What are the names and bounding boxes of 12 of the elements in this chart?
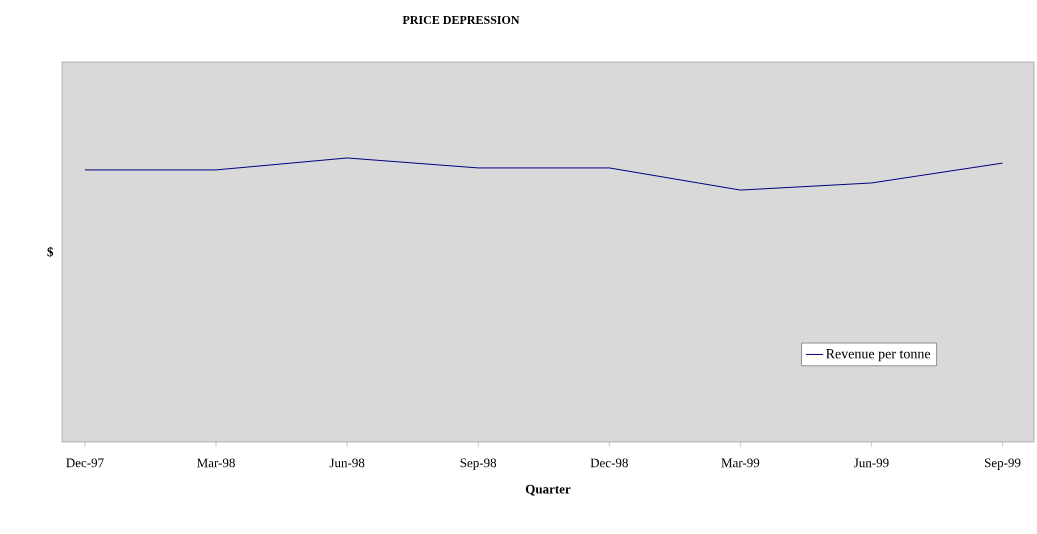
legend-label: Revenue per tonne — [826, 349, 931, 362]
x-tick-label: Mar-98 — [197, 458, 235, 468]
y-axis-title: $ — [47, 246, 54, 258]
x-axis-title: Quarter — [525, 484, 571, 496]
x-tick-label: Jun-99 — [854, 458, 889, 468]
x-tick-label: Dec-97 — [66, 458, 104, 468]
x-tick-label: Sep-99 — [984, 458, 1021, 470]
x-tick-label: Mar-99 — [721, 458, 760, 468]
x-tick-label: Dec-98 — [590, 458, 628, 468]
x-tick-label: Jun-98 — [329, 458, 365, 468]
x-tick-label: Sep-98 — [460, 458, 497, 470]
chart-title: PRICE DEPRESSION — [402, 15, 520, 25]
